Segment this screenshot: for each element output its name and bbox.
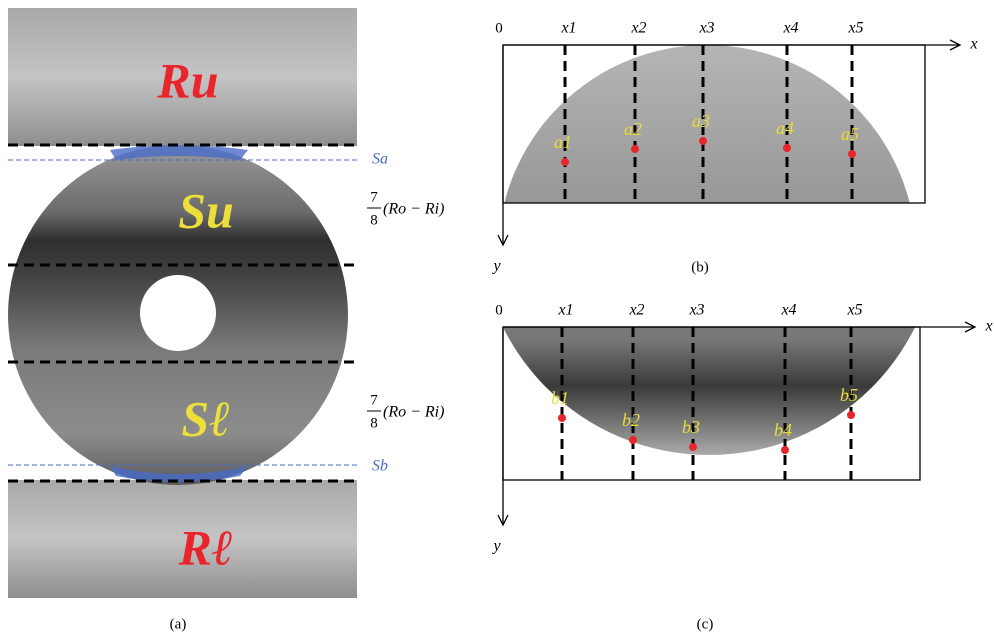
- numerator: 7: [370, 392, 378, 408]
- denominator: 8: [370, 415, 378, 431]
- region-label: Ru: [156, 52, 218, 108]
- boundary-label: Sb: [372, 458, 388, 475]
- sample-point: [699, 137, 707, 145]
- sample-point: [781, 446, 789, 454]
- point-label: a4: [776, 118, 794, 138]
- point-label: b2: [622, 410, 640, 430]
- x-axis-label: x: [969, 36, 977, 53]
- panel-label: (c): [697, 616, 714, 632]
- origin-label: 0: [495, 20, 503, 36]
- point-label: a2: [624, 119, 642, 139]
- column-label: x5: [847, 20, 863, 37]
- height-annotation: 7 8 (Ro − Ri): [367, 392, 444, 431]
- panel-label: (a): [170, 616, 187, 632]
- y-axis-label: y: [491, 538, 501, 555]
- column-label: x4: [782, 20, 798, 37]
- column-label: x4: [780, 302, 796, 319]
- sample-point: [848, 150, 856, 158]
- figure: Ru Su Sℓ Rℓ Sa Sb 7 8 (Ro − Ri) 7 8 (Ro …: [0, 0, 994, 638]
- point-label: a5: [841, 124, 859, 144]
- sample-point: [558, 414, 566, 422]
- column-label: x1: [560, 20, 576, 37]
- point-label: a3: [692, 111, 710, 131]
- panel-a: Ru Su Sℓ Rℓ Sa Sb 7 8 (Ro − Ri) 7 8 (Ro …: [8, 8, 444, 632]
- expression: (Ro − Ri): [383, 404, 444, 421]
- pupil: [140, 275, 216, 351]
- origin-label: 0: [495, 302, 503, 318]
- point-label: a1: [554, 132, 572, 152]
- sample-point: [847, 411, 855, 419]
- point-label: b4: [774, 420, 792, 440]
- y-axis-label: y: [491, 258, 501, 275]
- column-label: x3: [698, 20, 714, 37]
- numerator: 7: [370, 189, 378, 205]
- sample-point: [689, 443, 697, 451]
- sample-point: [631, 145, 639, 153]
- region-label: Su: [178, 182, 234, 238]
- column-label: x2: [628, 302, 644, 319]
- x-axis-label: x: [984, 318, 992, 335]
- sample-point: [561, 158, 569, 166]
- point-label: b1: [551, 388, 569, 408]
- region-label: Rℓ: [178, 519, 234, 575]
- column-label: x2: [630, 20, 646, 37]
- point-label: b5: [840, 385, 858, 405]
- column-label: x5: [846, 302, 862, 319]
- boundary-label: Sa: [372, 151, 388, 168]
- sample-point: [629, 436, 637, 444]
- height-annotation: 7 8 (Ro − Ri): [367, 189, 444, 228]
- column-label: x3: [688, 302, 704, 319]
- sample-point: [783, 144, 791, 152]
- expression: (Ro − Ri): [383, 201, 444, 218]
- region-label: Sℓ: [181, 390, 230, 446]
- denominator: 8: [370, 212, 378, 228]
- panel-label: (b): [691, 259, 709, 275]
- point-label: b3: [682, 417, 700, 437]
- column-label: x1: [557, 302, 573, 319]
